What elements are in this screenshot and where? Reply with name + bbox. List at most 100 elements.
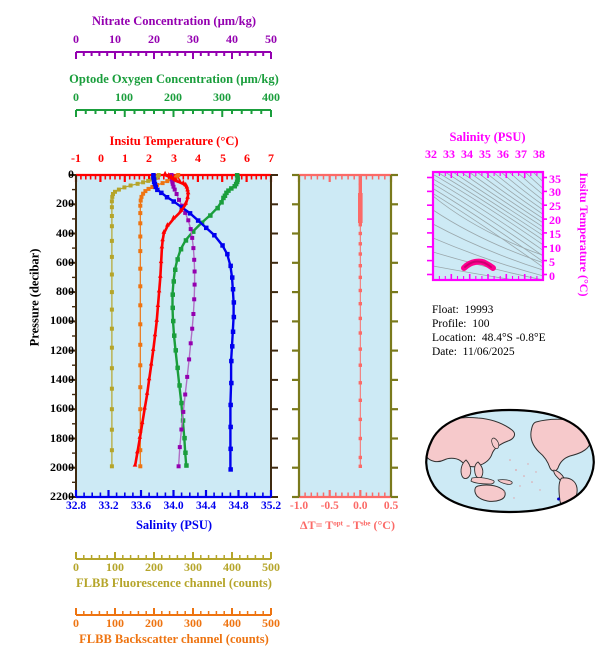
nitrate-axis-title: Nitrate Concentration (µm/kg) — [91, 14, 257, 28]
temperature-tick-7: 6 — [244, 151, 250, 165]
temperature-tick-4: 3 — [171, 151, 177, 165]
temperature-tick-2: 1 — [122, 151, 128, 165]
temperature-tick-8: 7 — [268, 151, 274, 165]
delta-t-side-axes — [292, 173, 398, 499]
delta-t-tick-labels: -1.0 -0.5 0.0 0.5 — [285, 500, 410, 516]
nitrate-tick-3: 30 — [187, 32, 199, 46]
backscatter-axis-line — [75, 608, 272, 616]
backscatter-tick-5: 500 — [262, 616, 280, 630]
oxygen-tick-4: 400 — [262, 90, 280, 104]
main-profile-panel[interactable] — [60, 168, 290, 518]
fluorescence-tick-labels: 0 100 200 300 400 500 — [0, 560, 348, 576]
delta-t-tick-0: -1.0 — [289, 500, 309, 512]
temperature-axis-title: Insitu Temperature (°C) — [109, 134, 239, 148]
fluorescence-axis-group: 0 100 200 300 400 500 FLBB Fluorescence … — [0, 548, 609, 594]
backscatter-tick-2: 200 — [145, 616, 163, 630]
fluorescence-axis-title: FLBB Fluorescence channel (counts) — [76, 576, 272, 590]
fluorescence-tick-1: 100 — [106, 560, 124, 574]
temperature-tick-1: 0 — [98, 151, 104, 165]
salinity-axis-ticks — [74, 490, 273, 499]
pressure-tick-11: 2200 — [50, 489, 74, 503]
oxygen-tick-2: 200 — [164, 90, 182, 104]
salinity-tick-labels: 32.8 33.2 33.6 34.0 34.4 34.8 35.2 — [0, 500, 348, 516]
nitrate-tick-5: 50 — [265, 32, 277, 46]
map-landmasses — [426, 417, 594, 508]
pressure-axis-title: Pressure (decibar) — [27, 248, 42, 347]
nitrate-axis-line — [75, 51, 272, 59]
series-backscatter — [138, 173, 181, 469]
series-temperature — [132, 170, 191, 467]
oxygen-tick-3: 300 — [213, 90, 231, 104]
temperature-tick-5: 4 — [195, 151, 201, 165]
pressure-tick-1: 200 — [56, 196, 74, 211]
delta-t-tick-3: 0.5 — [383, 500, 399, 512]
fluorescence-tick-0: 0 — [73, 560, 79, 574]
oxygen-axis-line — [75, 109, 272, 117]
ts-salinity-tick-labels: 32 33 34 35 36 37 38 — [420, 147, 555, 163]
pressure-tick-labels: 0 200 400 600 800 1000 1200 1400 1600 18… — [14, 167, 74, 518]
backscatter-tick-4: 400 — [223, 616, 241, 630]
ts-temperature-tick-15: 15 — [549, 226, 561, 241]
float-metadata: Float: 19993 Profile: 100 Location: 48.4… — [432, 303, 607, 359]
backscatter-axis-title: FLBB Backscatter channel (counts) — [79, 632, 269, 646]
ts-temperature-tick-30: 30 — [549, 185, 561, 200]
oxygen-axis-group: Optode Oxygen Concentration (µm/kg) 0 10… — [0, 72, 609, 124]
pressure-tick-4: 800 — [56, 284, 74, 299]
ts-temperature-tick-10: 10 — [549, 240, 561, 255]
backscatter-tick-3: 300 — [184, 616, 202, 630]
temperature-tick-3: 2 — [146, 151, 152, 165]
salinity-tick-0: 32.8 — [65, 500, 87, 512]
ts-salinity-tick-0: 32 — [425, 147, 437, 161]
ts-frame-ticks — [427, 172, 547, 280]
pressure-tick-10: 2000 — [50, 459, 74, 474]
oxygen-axis-title: Optode Oxygen Concentration (µm/kg) — [69, 72, 279, 86]
fluorescence-tick-3: 300 — [184, 560, 202, 574]
ts-temperature-axis-title: Insitu Temperature (°C) — [577, 172, 591, 297]
pressure-tick-9: 1800 — [50, 430, 74, 445]
nitrate-tick-labels: 0 10 20 30 40 50 — [0, 32, 348, 48]
ts-temperature-tick-35: 35 — [549, 171, 561, 186]
ts-salinity-tick-2: 34 — [461, 147, 473, 161]
salinity-tick-4: 34.4 — [195, 500, 217, 512]
pressure-tick-8: 1600 — [50, 401, 74, 416]
ts-salinity-tick-4: 36 — [497, 147, 509, 161]
pressure-tick-3: 600 — [56, 254, 74, 269]
ts-density-contours — [433, 172, 543, 280]
delta-t-axis-title-text: ΔT= Tᵒᵖᵗ - Tˢᵇᵉ (°C) — [300, 518, 395, 532]
ts-diagram-panel[interactable] — [427, 166, 547, 288]
salinity-tick-1: 33.2 — [98, 500, 119, 512]
fluorescence-tick-2: 200 — [145, 560, 163, 574]
metadata-line-profile: Profile: 100 — [432, 318, 490, 330]
pressure-axis-ticks — [69, 174, 77, 498]
right-axis-ticks — [270, 174, 278, 498]
metadata-line-location: Location: 48.4°S -0.8°E — [432, 332, 546, 344]
pressure-tick-5: 1000 — [50, 313, 74, 328]
ts-salinity-tick-1: 33 — [443, 147, 455, 161]
series-ts-profile — [461, 258, 496, 271]
backscatter-axis-group: 0 100 200 300 400 500 FLBB Backscatter c… — [0, 604, 609, 650]
salinity-tick-3: 34.0 — [163, 500, 184, 512]
pressure-tick-7: 1400 — [50, 371, 74, 386]
metadata-line-date: Date: 11/06/2025 — [432, 346, 515, 358]
oxygen-tick-0: 0 — [73, 90, 79, 104]
world-map-inset[interactable] — [420, 398, 600, 523]
backscatter-tick-labels: 0 100 200 300 400 500 — [0, 616, 348, 632]
oxygen-tick-1: 100 — [115, 90, 133, 104]
ts-salinity-tick-5: 37 — [515, 147, 527, 161]
nitrate-tick-2: 20 — [148, 32, 160, 46]
ts-temperature-tick-20: 20 — [549, 213, 561, 228]
oxygen-tick-labels: 0 100 200 300 400 — [0, 90, 348, 106]
salinity-tick-2: 33.6 — [130, 500, 152, 512]
ts-temperature-tick-5: 5 — [549, 254, 555, 269]
delta-t-tick-2: 0.0 — [353, 500, 368, 512]
delta-t-panel[interactable] — [291, 168, 401, 518]
temperature-axis-group: Insitu Temperature (°C) -1 0 1 2 3 4 5 6… — [0, 134, 609, 176]
metadata-line-float: Float: 19993 — [432, 304, 494, 316]
temperature-tick-6: 5 — [220, 151, 226, 165]
series-delta-t — [358, 174, 363, 468]
pressure-tick-2: 400 — [56, 225, 74, 240]
temperature-tick-labels: -1 0 1 2 3 4 5 6 7 — [0, 151, 348, 167]
series-fluorescence — [109, 173, 161, 469]
backscatter-tick-0: 0 — [73, 616, 79, 630]
float-position-marker — [557, 497, 560, 501]
